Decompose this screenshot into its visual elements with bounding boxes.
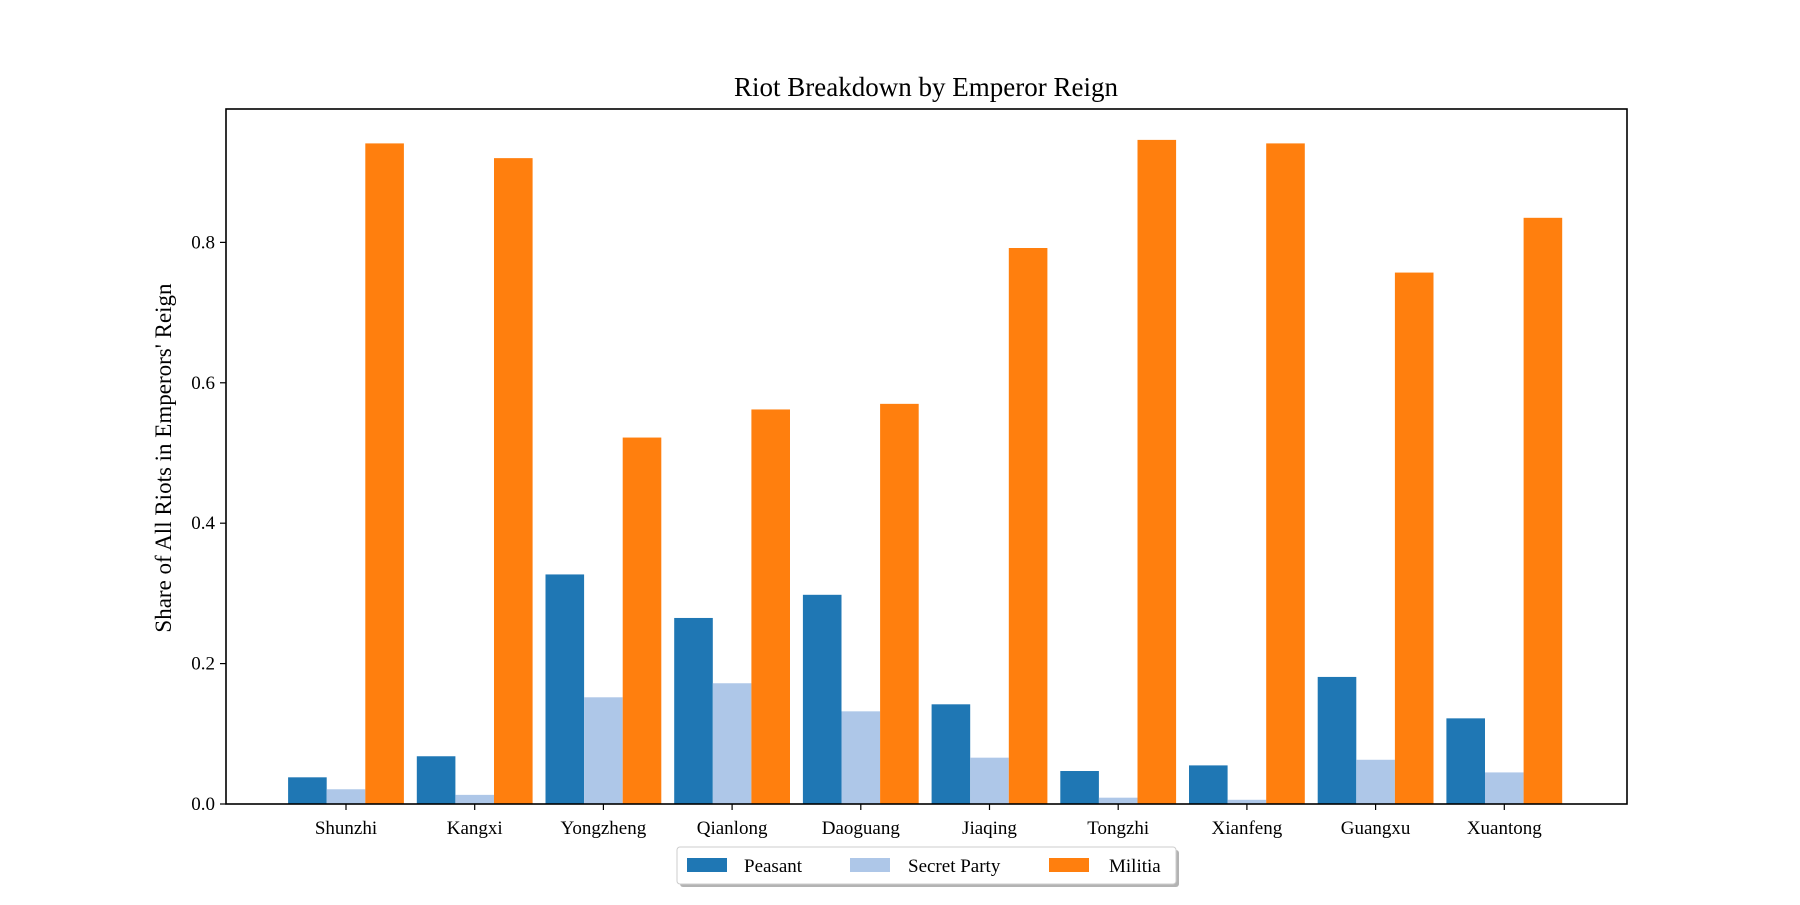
chart-title: Riot Breakdown by Emperor Reign	[734, 72, 1118, 102]
x-tick-label-xuantong: Xuantong	[1467, 818, 1542, 839]
legend-label-militia: Militia	[1109, 856, 1161, 877]
y-tick-label: 0.4	[191, 513, 215, 534]
bar-militia-guangxu	[1394, 272, 1434, 804]
y-axis-label: Share of All Riots in Emperors' Reign	[151, 283, 176, 633]
bar-secret-party-xianfeng	[1227, 799, 1267, 804]
bar-peasant-xuantong	[1446, 718, 1485, 804]
x-tick-label-tongzhi: Tongzhi	[1087, 818, 1149, 839]
bar-peasant-shunzhi	[288, 777, 327, 804]
x-tick-label-daoguang: Daoguang	[822, 818, 901, 839]
bar-militia-tongzhi	[1137, 139, 1177, 804]
bar-peasant-kangxi	[416, 756, 456, 804]
x-tick-label-xianfeng: Xianfeng	[1212, 818, 1283, 839]
x-tick-label-shunzhi: Shunzhi	[315, 818, 377, 839]
bar-secret-party-daoguang	[841, 711, 881, 804]
bar-secret-party-xuantong	[1485, 772, 1524, 804]
bar-peasant-xianfeng	[1189, 765, 1228, 804]
bar-peasant-yongzheng	[545, 574, 585, 804]
x-tick-label-kangxi: Kangxi	[447, 818, 503, 839]
y-tick-label: 0.0	[191, 794, 215, 815]
legend-label-peasant: Peasant	[744, 856, 803, 877]
bar-secret-party-jiaqing	[970, 757, 1009, 804]
y-tick-label: 0.6	[191, 373, 215, 394]
bar-militia-shunzhi	[365, 143, 404, 804]
legend-label-secret-party: Secret Party	[908, 856, 1001, 877]
bar-militia-xuantong	[1523, 217, 1563, 804]
y-tick-label: 0.2	[191, 654, 215, 675]
bar-peasant-qianlong	[674, 617, 713, 804]
bar-peasant-daoguang	[802, 594, 842, 804]
bar-secret-party-yongzheng	[584, 697, 623, 804]
legend: Peasant Secret Party Militia	[676, 846, 1179, 887]
legend-swatch-secret-party	[850, 858, 890, 872]
x-axis: Shunzhi Kangxi Yongzheng Qianlong Daoguang Ji…	[315, 804, 1542, 839]
legend-swatch-peasant	[687, 858, 727, 872]
bar-militia-daoguang	[880, 403, 919, 804]
bar-secret-party-tongzhi	[1098, 797, 1138, 804]
bar-militia-kangxi	[494, 158, 533, 804]
bar-militia-xianfeng	[1266, 143, 1305, 804]
plot-frame	[225, 108, 1628, 805]
x-tick-label-guangxu: Guangxu	[1341, 818, 1411, 839]
x-tick-label-jiaqing: Jiaqing	[962, 818, 1017, 839]
bar-peasant-jiaqing	[931, 704, 971, 804]
x-tick-label-qianlong: Qianlong	[697, 818, 768, 839]
legend-box	[676, 846, 1177, 885]
bars-group	[288, 139, 1563, 804]
x-tick-label-yongzheng: Yongzheng	[561, 818, 647, 839]
bar-militia-yongzheng	[622, 437, 662, 804]
y-tick-label: 0.8	[191, 232, 215, 253]
bar-secret-party-guangxu	[1356, 759, 1395, 804]
y-axis: 0.0 0.2 0.4 0.6 0.8	[191, 232, 226, 815]
bar-peasant-guangxu	[1317, 676, 1357, 804]
bar-secret-party-qianlong	[712, 683, 752, 804]
bar-peasant-tongzhi	[1060, 771, 1099, 804]
bar-secret-party-kangxi	[455, 794, 494, 804]
bar-secret-party-shunzhi	[326, 789, 366, 804]
legend-swatch-militia	[1049, 858, 1089, 872]
bar-militia-qianlong	[751, 409, 790, 804]
bar-militia-jiaqing	[1008, 248, 1048, 804]
